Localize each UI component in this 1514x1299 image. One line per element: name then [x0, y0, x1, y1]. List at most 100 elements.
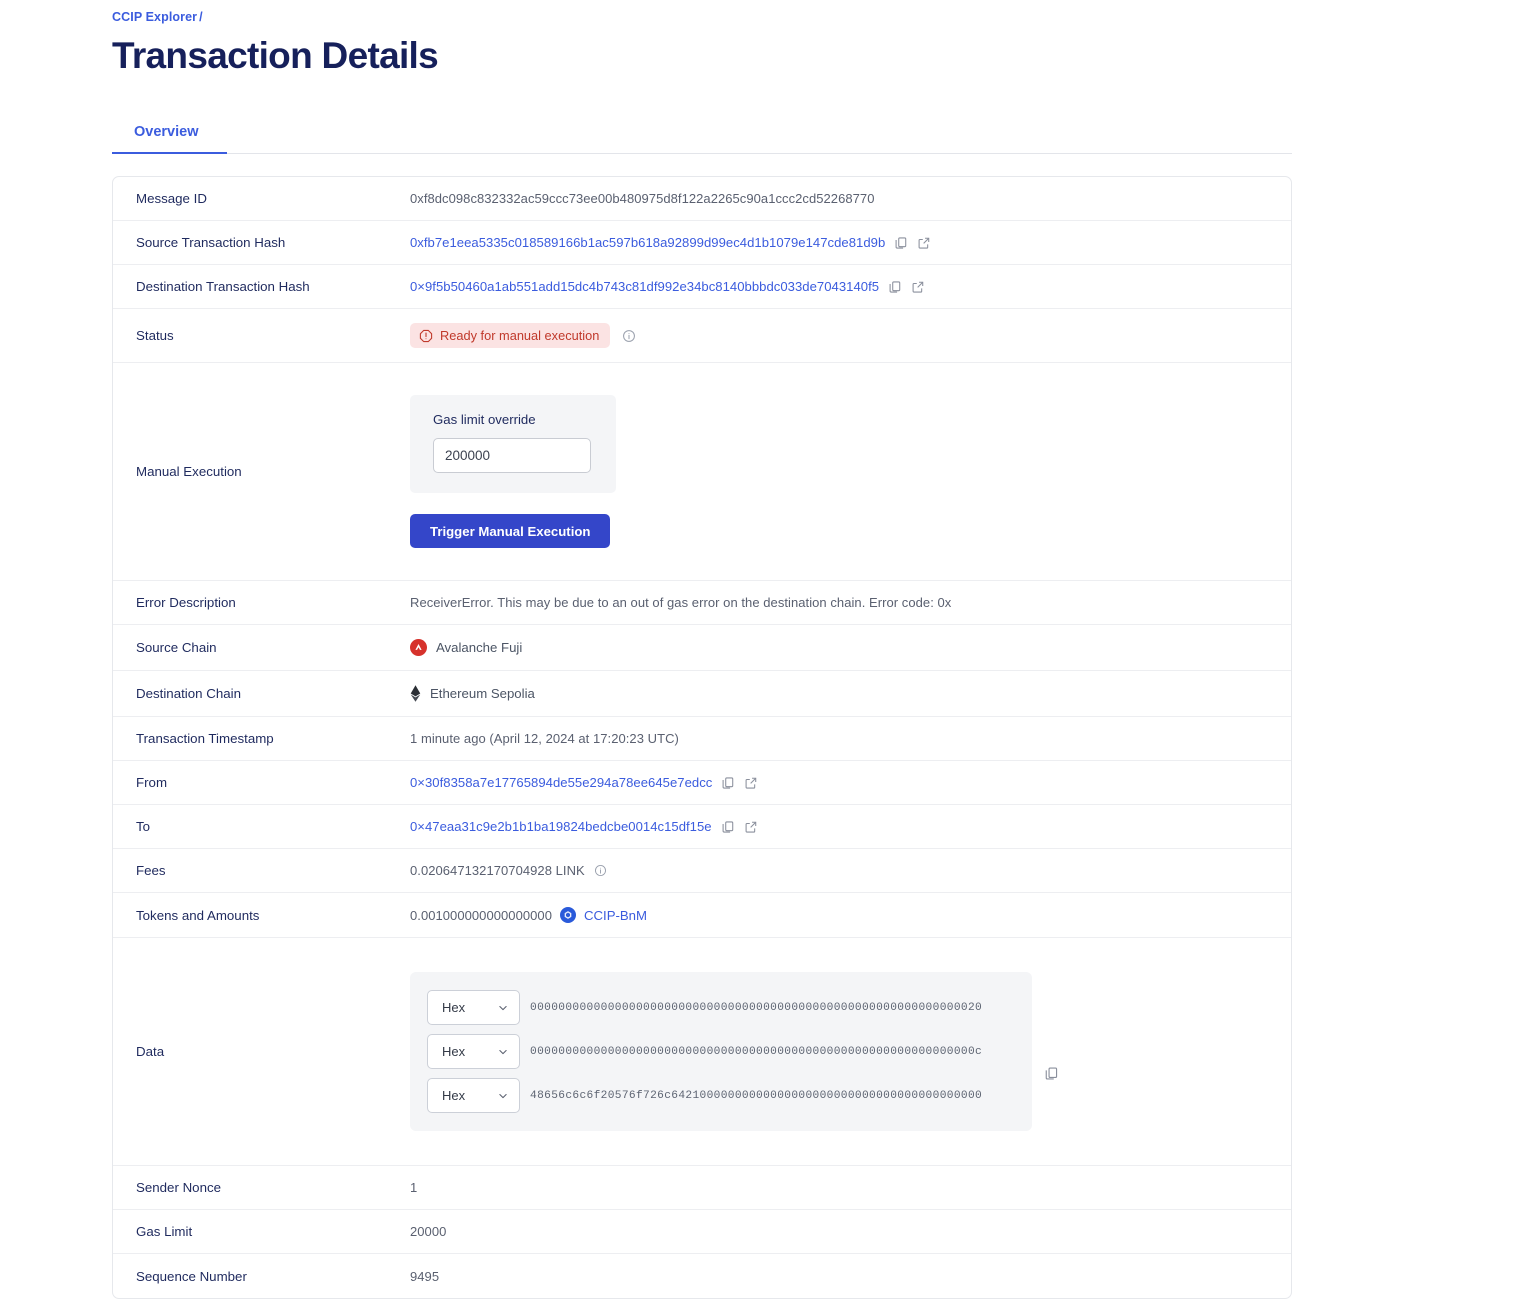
- row-label: Fees: [136, 863, 166, 879]
- gas-limit-panel: Gas limit override: [410, 395, 616, 494]
- row-label: Transaction Timestamp: [136, 731, 274, 747]
- token-amount-cell: 0.001000000000000000 CCIP-BnM: [410, 907, 647, 924]
- row-value: 0xfb7e1eea5335c018589166b1ac597b618a9289…: [410, 221, 1291, 264]
- transaction-details-table: Message ID 0xf8dc098c832332ac59ccc73ee00…: [112, 176, 1292, 1299]
- external-link-icon[interactable]: [911, 280, 925, 294]
- data-hex-value: 0000000000000000000000000000000000000000…: [530, 1045, 983, 1058]
- tab-overview[interactable]: Overview: [112, 118, 227, 155]
- row-value: 1: [410, 1166, 1291, 1209]
- row-label: Status: [136, 328, 174, 344]
- gas-limit-label: Gas limit override: [433, 412, 536, 428]
- source-chain-cell: Avalanche Fuji: [410, 639, 523, 657]
- row-label: Tokens and Amounts: [136, 907, 260, 923]
- to-address-link[interactable]: 0×47eaa31c9e2b1b1ba19824bedcbe0014c15df1…: [410, 819, 712, 835]
- data-format-label: Hex: [442, 1000, 466, 1016]
- copy-icon[interactable]: [894, 236, 908, 250]
- status-badge: Ready for manual execution: [410, 323, 611, 349]
- row-label: Destination Transaction Hash: [136, 279, 310, 295]
- row-value: Ready for manual execution: [410, 309, 1291, 362]
- table-row-tokens-and-amounts: Tokens and Amounts 0.001000000000000000 …: [113, 893, 1291, 939]
- source-chain-name: Avalanche Fuji: [436, 640, 523, 656]
- token-amount-value: 0.001000000000000000: [410, 907, 552, 923]
- table-row-destination-tx-hash: Destination Transaction Hash 0×9f5b50460…: [113, 265, 1291, 310]
- row-value: 0×30f8358a7e17765894de55e294a78ee645e7ed…: [410, 761, 1291, 804]
- status-badge-label: Ready for manual execution: [440, 328, 600, 344]
- source-tx-hash-link[interactable]: 0xfb7e1eea5335c018589166b1ac597b618a9289…: [410, 235, 886, 251]
- row-label: Message ID: [136, 191, 207, 207]
- row-value: 1 minute ago (April 12, 2024 at 17:20:23…: [410, 717, 1291, 760]
- table-row-data: Data Hex 0000000000000000000000000000000…: [113, 938, 1291, 1167]
- external-link-icon[interactable]: [744, 820, 758, 834]
- data-row: Hex 000000000000000000000000000000000000…: [427, 990, 1016, 1026]
- table-row-sender-nonce: Sender Nonce 1: [113, 1166, 1291, 1211]
- data-format-label: Hex: [442, 1044, 466, 1060]
- table-row-status: Status Ready for manual execution: [113, 309, 1291, 364]
- row-label: Source Transaction Hash: [136, 235, 286, 251]
- breadcrumb: CCIP Explorer /: [112, 0, 1514, 24]
- data-row: Hex 48656c6c6f20576f726c6421000000000000…: [427, 1078, 1016, 1114]
- sequence-number-value: 9495: [410, 1268, 440, 1284]
- tab-bar: Overview: [112, 118, 1292, 155]
- copy-icon[interactable]: [721, 820, 735, 834]
- row-value: Avalanche Fuji: [410, 625, 1291, 670]
- row-value: ReceiverError. This may be due to an out…: [410, 581, 1291, 624]
- error-description-value: ReceiverError. This may be due to an out…: [410, 595, 952, 611]
- destination-tx-hash-link[interactable]: 0×9f5b50460a1ab551add15dc4b743c81df992e3…: [410, 279, 880, 295]
- destination-chain-name: Ethereum Sepolia: [430, 686, 535, 702]
- row-label: Source Chain: [136, 640, 217, 656]
- table-row-destination-chain: Destination Chain Ethereum Sepolia: [113, 671, 1291, 718]
- chevron-down-icon: [497, 1002, 509, 1014]
- row-value: 0×9f5b50460a1ab551add15dc4b743c81df992e3…: [410, 265, 1291, 308]
- data-format-select[interactable]: Hex: [427, 1078, 520, 1114]
- info-icon[interactable]: [594, 864, 607, 877]
- table-row-source-tx-hash: Source Transaction Hash 0xfb7e1eea5335c0…: [113, 221, 1291, 266]
- chevron-down-icon: [497, 1046, 509, 1058]
- row-value: 0xf8dc098c832332ac59ccc73ee00b480975d8f1…: [410, 177, 1291, 220]
- data-panel: Hex 000000000000000000000000000000000000…: [410, 972, 1032, 1132]
- table-row-gas-limit: Gas Limit 20000: [113, 1210, 1291, 1255]
- data-format-label: Hex: [442, 1088, 466, 1104]
- breadcrumb-separator: /: [199, 10, 203, 24]
- row-value: 0×47eaa31c9e2b1b1ba19824bedcbe0014c15df1…: [410, 805, 1291, 848]
- avalanche-icon: [410, 639, 427, 657]
- row-value: Hex 000000000000000000000000000000000000…: [410, 938, 1291, 1165]
- table-row-from: From 0×30f8358a7e17765894de55e294a78ee64…: [113, 761, 1291, 806]
- data-row: Hex 000000000000000000000000000000000000…: [427, 1034, 1016, 1070]
- copy-icon[interactable]: [1044, 1066, 1059, 1084]
- row-value: 20000: [410, 1210, 1291, 1253]
- copy-icon[interactable]: [888, 280, 902, 294]
- row-label: To: [136, 819, 151, 835]
- row-label: Gas Limit: [136, 1224, 193, 1240]
- destination-chain-cell: Ethereum Sepolia: [410, 685, 535, 703]
- warning-octagon-icon: [419, 329, 433, 343]
- info-icon[interactable]: [622, 329, 636, 343]
- ccip-bnm-token-link[interactable]: CCIP-BnM: [583, 907, 647, 923]
- table-row-message-id: Message ID 0xf8dc098c832332ac59ccc73ee00…: [113, 177, 1291, 222]
- manual-execution-panel: Gas limit override Trigger Manual Execut…: [410, 377, 616, 566]
- external-link-icon[interactable]: [917, 236, 931, 250]
- copy-icon[interactable]: [721, 776, 735, 790]
- data-format-select[interactable]: Hex: [427, 1034, 520, 1070]
- sender-nonce-value: 1: [410, 1180, 418, 1196]
- table-row-sequence-number: Sequence Number 9495: [113, 1254, 1291, 1298]
- from-address-link[interactable]: 0×30f8358a7e17765894de55e294a78ee645e7ed…: [410, 775, 713, 791]
- row-label: Sender Nonce: [136, 1180, 222, 1196]
- gas-limit-input[interactable]: [433, 438, 591, 474]
- row-label: Data: [136, 1044, 165, 1060]
- row-label: Sequence Number: [136, 1268, 247, 1284]
- row-label: Error Description: [136, 595, 236, 611]
- data-hex-value: 48656c6c6f20576f726c64210000000000000000…: [530, 1089, 983, 1102]
- table-row-timestamp: Transaction Timestamp 1 minute ago (Apri…: [113, 717, 1291, 762]
- row-label: Destination Chain: [136, 686, 241, 702]
- ccip-bnm-token-icon: [559, 907, 576, 924]
- fees-value: 0.020647132170704928 LINK: [410, 863, 585, 879]
- trigger-manual-execution-button[interactable]: Trigger Manual Execution: [410, 514, 611, 549]
- external-link-icon[interactable]: [744, 776, 758, 790]
- data-format-select[interactable]: Hex: [427, 990, 520, 1026]
- breadcrumb-link-ccip-explorer[interactable]: CCIP Explorer: [112, 10, 198, 24]
- timestamp-value: 1 minute ago (April 12, 2024 at 17:20:23…: [410, 731, 679, 747]
- row-label: Manual Execution: [136, 464, 242, 480]
- table-row-fees: Fees 0.020647132170704928 LINK: [113, 849, 1291, 894]
- row-value: Gas limit override Trigger Manual Execut…: [410, 363, 1291, 580]
